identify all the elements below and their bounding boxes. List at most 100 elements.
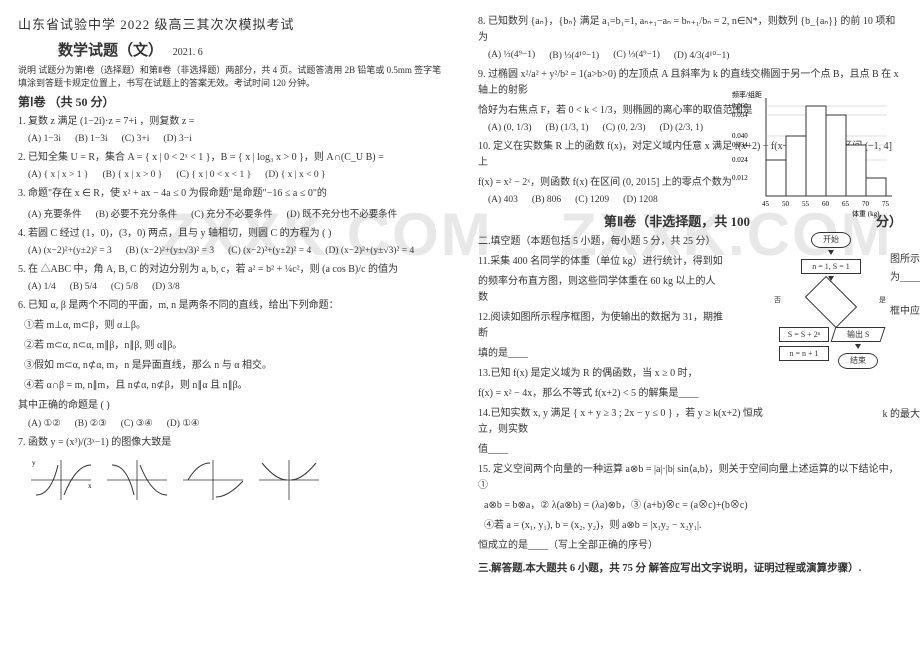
q6-item-3: ③假如 m⊂α, n⊄α, m，n 是异面直线，那么 n 与 α 相交。	[24, 358, 442, 374]
left-column: 山东省试验中学 2022 级高三其次次模拟考试 数学试题（文） 2021. 6 …	[0, 0, 460, 651]
q3-opt-a: (A) 充要条件	[28, 206, 82, 220]
answer-heading: 三.解答题.本大题共 6 小题，共 75 分 解答应写出文字说明，证明过程或演算…	[478, 560, 902, 575]
q3-opt-c: (C) 充分不必要条件	[191, 206, 273, 220]
q4-opt-a: (A) (x−2)²+(y±2)² = 3	[28, 246, 112, 256]
section-1-heading: 第Ⅰ卷 （共 50 分）	[18, 93, 442, 110]
q3-options: (A) 充要条件 (B) 必要不充分条件 (C) 充分不必要条件 (D) 既不充…	[28, 206, 442, 220]
q3-opt-d: (D) 既不充分也不必要条件	[287, 206, 398, 220]
q7-graphs: yx	[26, 455, 442, 505]
flow-no-label: 否	[774, 295, 781, 305]
main-title: 山东省试验中学 2022 级高三其次次模拟考试	[18, 14, 442, 33]
q11b: 的频率分布直方图，则这些同学体重在 60 kg 以上的人数	[478, 274, 724, 306]
flow-condition	[805, 276, 857, 328]
q3-opt-b: (B) 必要不充分条件	[96, 206, 178, 220]
flow-end: 结束	[838, 353, 878, 369]
q8-opt-a: (A) ⅓(4⁹−1)	[488, 50, 535, 61]
q5-opt-b: (B) 5/4	[70, 282, 97, 292]
q14c: k 的最大	[883, 405, 920, 420]
q4: 4. 若圆 C 经过 (1，0)，(3，0) 两点，且与 y 轴相切，则圆 C …	[18, 226, 442, 242]
q5-opt-c: (C) 5/8	[111, 282, 138, 292]
hist-xlabel: 体重 (kg)	[852, 209, 880, 218]
q6-opt-a: (A) ①②	[28, 418, 61, 429]
q15c: 恒成立的是____（写上全部正确的序号）	[478, 538, 902, 554]
q2-opt-d: (D) { x | x < 0 }	[265, 170, 325, 180]
q9-opt-b: (B) (1/3, 1)	[546, 123, 589, 133]
flow-yes-label: 是	[879, 295, 886, 305]
q5-opt-a: (A) 1/4	[28, 282, 56, 292]
svg-text:65: 65	[842, 200, 850, 208]
q8: 8. 已知数列 {aₙ}，{bₙ} 满足 a₁=b₁=1, aₙ₊₁−aₙ = …	[478, 14, 902, 46]
q14d: 值____	[478, 442, 902, 458]
q8-opt-b: (B) ⅓(4¹⁰−1)	[549, 50, 599, 61]
q4-opt-d: (D) (x−2)²+(y±√3)² = 4	[325, 246, 414, 256]
q1-opt-b: (B) 1−3i	[75, 134, 108, 144]
q2-options: (A) { x | x > 1 } (B) { x | x > 0 } (C) …	[28, 170, 442, 180]
svg-text:0.040: 0.040	[732, 132, 748, 140]
q15-item-2: ④若 a = (x₁, y₁), b = (x₂, y₂)，则 a⊗b = |x…	[484, 518, 902, 534]
arrow-icon	[828, 250, 834, 255]
q7-graph-a: yx	[26, 455, 96, 505]
svg-text:0.054: 0.054	[732, 111, 748, 119]
q6-opt-b: (B) ②③	[75, 418, 107, 429]
q12b: 填的是____	[478, 346, 724, 362]
q15-item-1: a⊗b = b⊗a，② λ(a⊗b) = (λa)⊗b，③ (a+b)⊗c = …	[484, 498, 902, 514]
q6-options: (A) ①② (B) ②③ (C) ③④ (D) ①④	[28, 418, 442, 429]
q11-r1: 图所示	[890, 250, 920, 265]
q1: 1. 复数 z 满足 (1−2i)·z = 7+i ，则复数 z =	[18, 114, 442, 130]
q2-opt-b: (B) { x | x > 0 }	[102, 170, 162, 180]
q3: 3. 命题"存在 x ∈ R，使 x² + ax − 4a ≤ 0 为假命题"是…	[18, 186, 442, 202]
svg-text:x: x	[88, 482, 92, 490]
flow-start: 开始	[811, 232, 851, 248]
q6-opt-c: (C) ③④	[121, 418, 153, 429]
q12-r: 框中应	[890, 302, 920, 317]
histogram-figure: 0.060 0.054 0.040 0.034 0.024 0.012 45 5…	[732, 88, 902, 218]
svg-text:0.012: 0.012	[732, 174, 748, 182]
q5-opt-d: (D) 3/8	[152, 282, 180, 292]
q7-graph-d	[254, 455, 324, 505]
svg-text:0.024: 0.024	[732, 156, 748, 164]
q14-system: { x + y ≥ 3 ; 2x − y ≤ 0 }	[573, 408, 673, 419]
q7-graph-c	[178, 455, 248, 505]
svg-text:y: y	[32, 459, 36, 467]
svg-text:45: 45	[762, 200, 770, 208]
q13: 13.已知 f(x) 是定义域为 R 的偶函数，当 x ≥ 0 时，	[478, 366, 724, 382]
q9-opt-c: (C) (0, 2/3)	[603, 123, 646, 133]
q10-opt-b: (B) 806	[532, 195, 561, 205]
q1-options: (A) 1−3i (B) 1−3i (C) 3+i (D) 3−i	[28, 134, 442, 144]
flow-step1: S = S + 2ⁿ	[779, 327, 829, 342]
flowchart-figure: 开始 n = 1, S = 1 否 是 S = S + 2ⁿ n = n + 1…	[782, 228, 880, 378]
q7-graph-b	[102, 455, 172, 505]
q10-opt-d: (D) 1208	[623, 195, 658, 205]
flow-init: n = 1, S = 1	[801, 259, 861, 274]
section-2-text: 第Ⅱ卷（非选择题，共 100	[604, 214, 750, 229]
flow-output: 输出 S	[831, 327, 886, 342]
q10-opt-c: (C) 1209	[575, 195, 609, 205]
svg-text:55: 55	[802, 200, 810, 208]
hist-ylabel: 频率/组距	[732, 90, 762, 99]
sub-title-text: 数学试题（文）	[58, 43, 163, 59]
q14-text14: 14.已知实数 x, y 满足	[478, 408, 571, 419]
q11-r2: 为____	[890, 268, 920, 283]
svg-text:75: 75	[882, 200, 890, 208]
q1-opt-a: (A) 1−3i	[28, 134, 61, 144]
q6-item-1: ①若 m⊥α, m⊂β，则 α⊥β。	[24, 318, 442, 334]
svg-text:0.034: 0.034	[732, 141, 748, 149]
right-column: 8. 已知数列 {aₙ}，{bₙ} 满足 a₁=b₁=1, aₙ₊₁−aₙ = …	[460, 0, 920, 651]
q2-opt-c: (C) { x | 0 < x < 1 }	[176, 170, 251, 180]
q4-opt-b: (B) (x−2)²+(y±√3)² = 3	[126, 246, 214, 256]
q2: 2. 已知全集 U = R，集合 A = { x | 0 < 2ˣ < 1 }，…	[18, 150, 442, 166]
q9-opt-d: (D) (2/3, 1)	[660, 123, 704, 133]
q6-opt-d: (D) ①④	[167, 418, 200, 429]
q8-opt-c: (C) ⅓(4⁹−1)	[613, 50, 660, 61]
q13b: f(x) = x² − 4x，那么不等式 f(x+2) < 5 的解集是____	[478, 386, 724, 402]
explain-text: 说明 试题分为第Ⅰ卷（选择题）和第Ⅱ卷（非选择题）两部分，共 4 页。试题答清用…	[18, 64, 442, 89]
q8-options: (A) ⅓(4⁹−1) (B) ⅓(4¹⁰−1) (C) ⅓(4⁹−1) (D)…	[488, 50, 902, 61]
svg-text:50: 50	[782, 200, 790, 208]
q6-item-2: ②若 m⊂α, n⊂α, m∥β，n∥β, 则 α∥β。	[24, 338, 442, 354]
svg-text:70: 70	[862, 200, 870, 208]
svg-text:60: 60	[822, 200, 830, 208]
arrow-icon	[855, 344, 861, 349]
q7: 7. 函数 y = (x³)/(3ˣ−1) 的图像大致是	[18, 435, 442, 451]
q1-opt-d: (D) 3−i	[163, 134, 191, 144]
q11a: 11.采集 400 名同学的体重（单位 kg）进行统计，得到如	[478, 254, 724, 270]
